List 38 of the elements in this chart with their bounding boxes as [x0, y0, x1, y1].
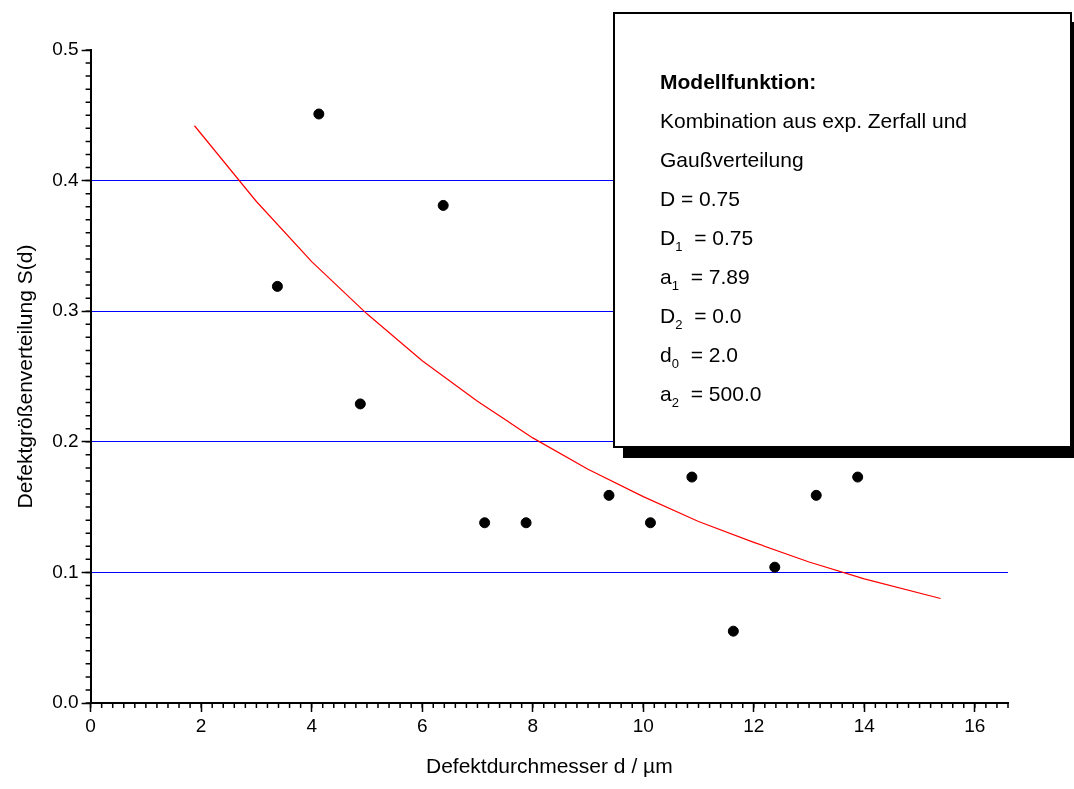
x-tick-label: 0 [85, 714, 96, 736]
annotation: Modellfunktion: [660, 69, 818, 95]
y-tick-label: 0.3 [52, 299, 79, 321]
y-tick-label: 0.0 [52, 691, 79, 713]
annotation: a$_{1}$ = 7.89 [660, 264, 751, 295]
point [354, 398, 366, 410]
annotation: D = 0.75 [660, 186, 741, 212]
x-tick-label: 2 [195, 714, 207, 736]
y-tick-label: 0.2 [52, 430, 79, 452]
x-tick-label: 4 [306, 714, 318, 736]
point [644, 517, 656, 529]
point [603, 489, 615, 501]
point [852, 471, 864, 483]
x-tick-label: 10 [632, 714, 654, 736]
point [727, 625, 739, 637]
y-tick-label: 0.4 [52, 168, 80, 190]
point [479, 517, 491, 529]
point [271, 280, 283, 292]
annotation: Kombination aus exp. Zerfall und Gaußverteilung [660, 108, 968, 173]
x-axis-title: Defektdurchmesser d / µm [425, 754, 673, 778]
annotation: d$_{0}$ = 2.0 [660, 342, 740, 373]
x-tick-label: 14 [853, 714, 876, 736]
x-tick-label: 16 [964, 714, 986, 736]
x-tick-label: 12 [743, 714, 765, 736]
y-tick-label: 0.1 [52, 560, 79, 582]
y-tick-label: 0.5 [52, 38, 79, 60]
point [686, 471, 698, 483]
point [313, 108, 325, 120]
y-axis-title: Defektgrößenverteilung S(d) [13, 244, 37, 509]
point [520, 517, 532, 529]
annotation: a$_{2}$ = 500.0 [660, 381, 763, 412]
x-tick-label: 6 [416, 714, 428, 736]
point [437, 199, 449, 211]
annotation: D$_{2}$ = 0.0 [660, 303, 743, 334]
x-tick-label: 8 [527, 714, 539, 736]
point [769, 561, 781, 573]
annotation: D$_{1}$ = 0.75 [660, 225, 755, 256]
point [810, 489, 822, 501]
